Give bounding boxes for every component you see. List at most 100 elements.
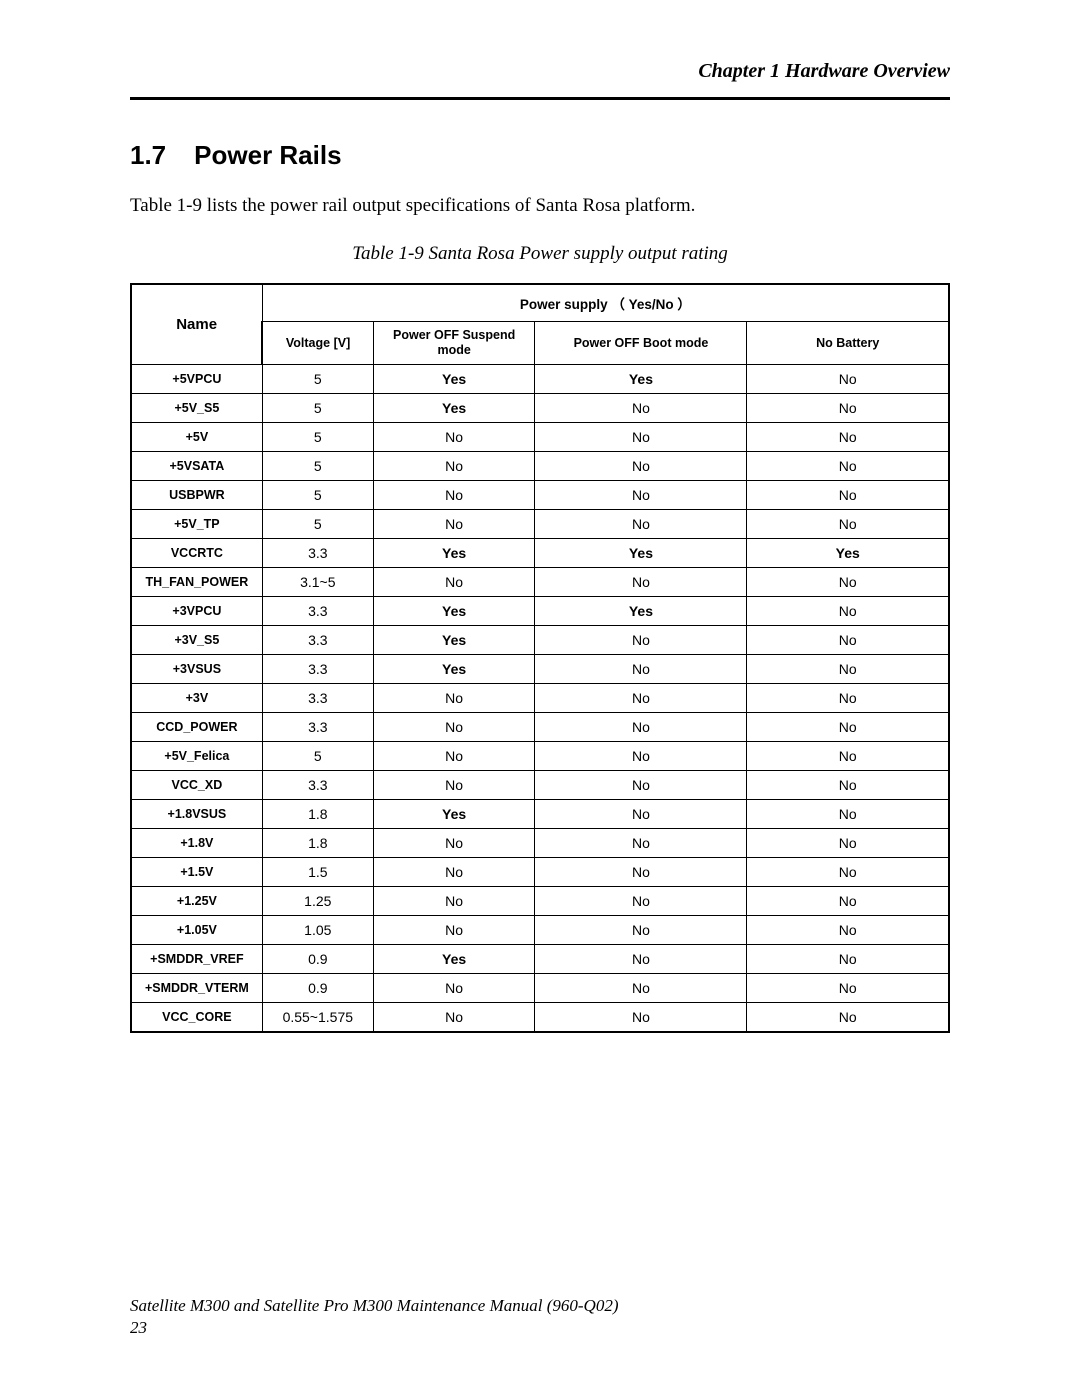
cell-boot: No xyxy=(535,916,747,945)
cell-boot: No xyxy=(535,1003,747,1033)
cell-name: +3V xyxy=(131,684,262,713)
cell-voltage: 5 xyxy=(262,481,373,510)
table-row: +5V_TP5NoNoNo xyxy=(131,510,949,539)
cell-battery: No xyxy=(747,365,949,394)
page-footer: Satellite M300 and Satellite Pro M300 Ma… xyxy=(130,1295,619,1339)
cell-suspend: No xyxy=(373,568,535,597)
cell-name: VCC_XD xyxy=(131,771,262,800)
cell-voltage: 3.3 xyxy=(262,597,373,626)
power-rails-table: Name Power supply （ Yes/No ） Voltage [V]… xyxy=(130,283,950,1033)
cell-suspend: No xyxy=(373,858,535,887)
cell-name: +1.8VSUS xyxy=(131,800,262,829)
cell-battery: No xyxy=(747,684,949,713)
cell-battery: No xyxy=(747,510,949,539)
table-caption: Table 1-9 Santa Rosa Power supply output… xyxy=(130,243,950,265)
cell-voltage: 1.25 xyxy=(262,887,373,916)
cell-voltage: 0.9 xyxy=(262,945,373,974)
cell-suspend: Yes xyxy=(373,626,535,655)
cell-voltage: 1.8 xyxy=(262,829,373,858)
cell-battery: No xyxy=(747,1003,949,1033)
table-row: +5V5NoNoNo xyxy=(131,423,949,452)
cell-boot: No xyxy=(535,974,747,1003)
cell-battery: No xyxy=(747,423,949,452)
cell-voltage: 0.55~1.575 xyxy=(262,1003,373,1033)
cell-suspend: Yes xyxy=(373,539,535,568)
section-intro: Table 1-9 lists the power rail output sp… xyxy=(130,195,950,217)
table-row: VCC_CORE0.55~1.575NoNoNo xyxy=(131,1003,949,1033)
th-name: Name xyxy=(131,284,262,365)
cell-suspend: No xyxy=(373,829,535,858)
cell-suspend: No xyxy=(373,1003,535,1033)
cell-suspend: No xyxy=(373,452,535,481)
table-row: +SMDDR_VREF0.9YesNoNo xyxy=(131,945,949,974)
cell-name: USBPWR xyxy=(131,481,262,510)
cell-voltage: 3.3 xyxy=(262,713,373,742)
cell-battery: No xyxy=(747,597,949,626)
cell-name: +5VSATA xyxy=(131,452,262,481)
cell-voltage: 5 xyxy=(262,394,373,423)
table-row: VCC_XD3.3NoNoNo xyxy=(131,771,949,800)
cell-boot: No xyxy=(535,771,747,800)
cell-battery: No xyxy=(747,626,949,655)
cell-battery: No xyxy=(747,481,949,510)
table-row: +5V_S55YesNoNo xyxy=(131,394,949,423)
header-rule xyxy=(130,97,950,100)
cell-name: CCD_POWER xyxy=(131,713,262,742)
cell-battery: No xyxy=(747,713,949,742)
table-row: +3VPCU3.3YesYesNo xyxy=(131,597,949,626)
th-boot: Power OFF Boot mode xyxy=(535,322,747,365)
table-row: TH_FAN_POWER3.1~5NoNoNo xyxy=(131,568,949,597)
cell-battery: No xyxy=(747,916,949,945)
cell-boot: No xyxy=(535,481,747,510)
cell-suspend: No xyxy=(373,771,535,800)
cell-boot: No xyxy=(535,684,747,713)
cell-suspend: No xyxy=(373,423,535,452)
cell-battery: No xyxy=(747,887,949,916)
section-number: 1.7 xyxy=(130,140,166,171)
cell-battery: No xyxy=(747,394,949,423)
cell-battery: No xyxy=(747,800,949,829)
cell-name: +1.05V xyxy=(131,916,262,945)
cell-name: +1.8V xyxy=(131,829,262,858)
table-row: +3V_S53.3YesNoNo xyxy=(131,626,949,655)
cell-name: +3VSUS xyxy=(131,655,262,684)
cell-voltage: 3.3 xyxy=(262,655,373,684)
cell-voltage: 5 xyxy=(262,510,373,539)
footer-manual-title: Satellite M300 and Satellite Pro M300 Ma… xyxy=(130,1296,619,1315)
cell-voltage: 1.5 xyxy=(262,858,373,887)
cell-battery: No xyxy=(747,452,949,481)
cell-boot: No xyxy=(535,568,747,597)
cell-name: +SMDDR_VTERM xyxy=(131,974,262,1003)
cell-name: +SMDDR_VREF xyxy=(131,945,262,974)
cell-suspend: No xyxy=(373,713,535,742)
cell-voltage: 0.9 xyxy=(262,974,373,1003)
section-heading: 1.7 Power Rails xyxy=(130,140,950,171)
cell-suspend: No xyxy=(373,481,535,510)
table-row: +3VSUS3.3YesNoNo xyxy=(131,655,949,684)
cell-voltage: 3.3 xyxy=(262,771,373,800)
table-row: USBPWR5NoNoNo xyxy=(131,481,949,510)
cell-battery: No xyxy=(747,742,949,771)
cell-voltage: 3.3 xyxy=(262,626,373,655)
cell-voltage: 1.05 xyxy=(262,916,373,945)
th-battery: No Battery xyxy=(747,322,949,365)
table-row: +5VSATA5NoNoNo xyxy=(131,452,949,481)
cell-boot: No xyxy=(535,423,747,452)
cell-voltage: 5 xyxy=(262,423,373,452)
chapter-title: Chapter 1 Hardware Overview xyxy=(130,60,950,83)
cell-suspend: Yes xyxy=(373,945,535,974)
cell-boot: No xyxy=(535,742,747,771)
cell-battery: No xyxy=(747,771,949,800)
table-row: +5VPCU5YesYesNo xyxy=(131,365,949,394)
cell-battery: Yes xyxy=(747,539,949,568)
table-row: +3V3.3NoNoNo xyxy=(131,684,949,713)
cell-boot: No xyxy=(535,858,747,887)
cell-boot: No xyxy=(535,887,747,916)
cell-suspend: No xyxy=(373,887,535,916)
cell-name: +5VPCU xyxy=(131,365,262,394)
cell-voltage: 5 xyxy=(262,365,373,394)
cell-voltage: 5 xyxy=(262,452,373,481)
section-title: Power Rails xyxy=(194,140,341,170)
th-voltage: Voltage [V] xyxy=(262,322,373,365)
cell-voltage: 3.3 xyxy=(262,539,373,568)
